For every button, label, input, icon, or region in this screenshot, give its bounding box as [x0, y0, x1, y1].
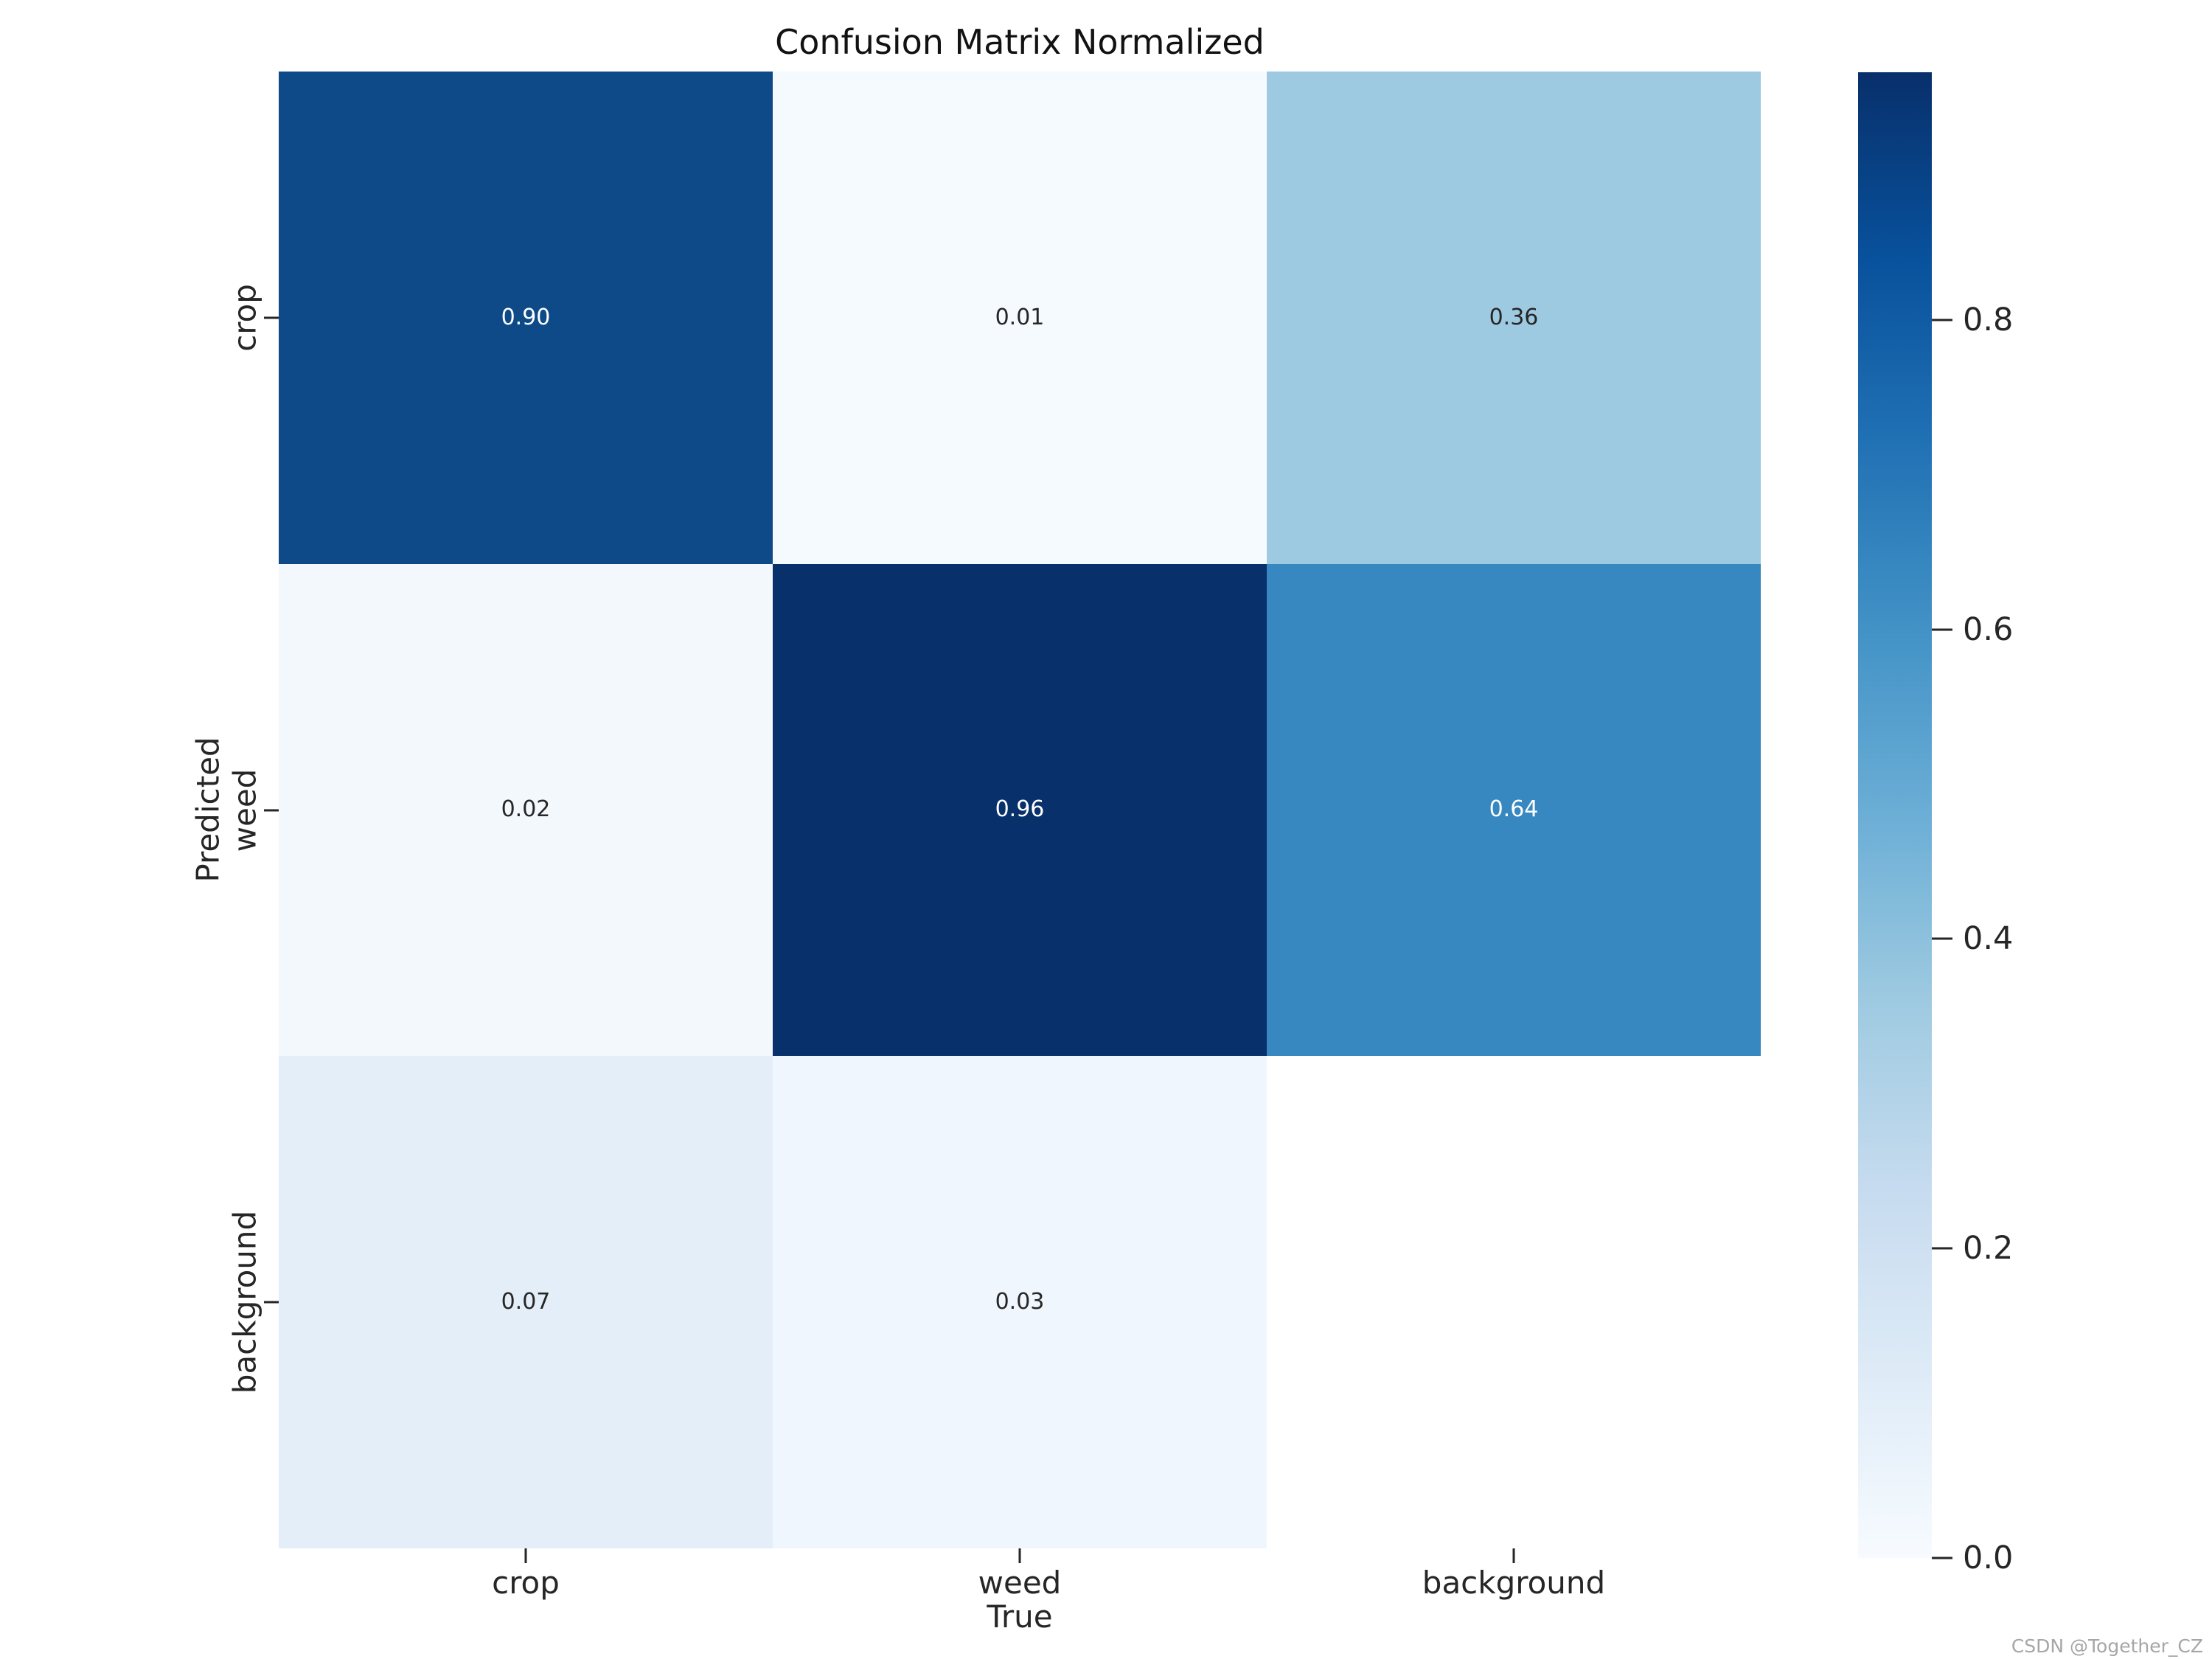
heatmap-cell: 0.90 [279, 72, 773, 564]
heatmap-cell [1267, 1056, 1761, 1548]
heatmap-cell: 0.07 [279, 1056, 773, 1548]
watermark: CSDN @Together_CZ [2011, 1635, 2203, 1657]
y-tick-mark [264, 809, 279, 811]
cell-value: 0.07 [501, 1289, 551, 1315]
cell-value: 0.03 [995, 1289, 1045, 1315]
heatmap-cell: 0.64 [1267, 563, 1761, 1057]
colorbar-gradient [1858, 72, 1932, 1558]
colorbar-tick-mark [1932, 319, 1952, 321]
colorbar-tick-mark [1932, 937, 1952, 940]
x-tick-mark [1018, 1548, 1021, 1563]
cell-value: 0.01 [995, 304, 1045, 330]
x-tick-label: weed [978, 1565, 1062, 1601]
cell-value: 0.90 [501, 304, 551, 330]
y-tick-label: weed [226, 768, 263, 852]
heatmap-cell: 0.02 [279, 563, 773, 1057]
x-tick-label: background [1422, 1565, 1606, 1601]
cell-value: 0.02 [501, 796, 551, 823]
heatmap-grid: 0.90 0.01 0.36 0.02 0.96 0.64 0.07 0.03 [279, 72, 1761, 1548]
y-tick-mark [264, 1301, 279, 1304]
colorbar-tick-label: 0.8 [1963, 301, 2014, 338]
x-tick-mark [1512, 1548, 1515, 1563]
y-tick-mark [264, 316, 279, 319]
x-tick-mark [524, 1548, 527, 1563]
cell-value: 0.36 [1489, 304, 1539, 330]
heatmap-cell: 0.96 [773, 563, 1267, 1057]
colorbar-tick-mark [1932, 1247, 1952, 1250]
heatmap-cell: 0.03 [773, 1056, 1267, 1548]
cell-value: 0.96 [995, 796, 1045, 823]
colorbar-tick-label: 0.4 [1963, 920, 2014, 958]
x-tick-label: crop [492, 1565, 560, 1601]
colorbar-tick-mark [1932, 1557, 1952, 1559]
colorbar-tick-label: 0.0 [1963, 1540, 2014, 1576]
heatmap-cell: 0.36 [1267, 72, 1761, 564]
x-axis-label: True [987, 1599, 1053, 1635]
colorbar-tick-label: 0.2 [1963, 1230, 2014, 1267]
heatmap-cell: 0.01 [773, 72, 1267, 564]
y-tick-label: crop [226, 283, 263, 352]
y-axis-label: Predicted [189, 737, 226, 883]
cell-value: 0.64 [1489, 796, 1539, 823]
colorbar-tick-mark [1932, 628, 1952, 631]
chart-title: Confusion Matrix Normalized [775, 22, 1265, 62]
y-tick-label: background [226, 1210, 263, 1394]
colorbar-tick-label: 0.6 [1963, 611, 2014, 648]
